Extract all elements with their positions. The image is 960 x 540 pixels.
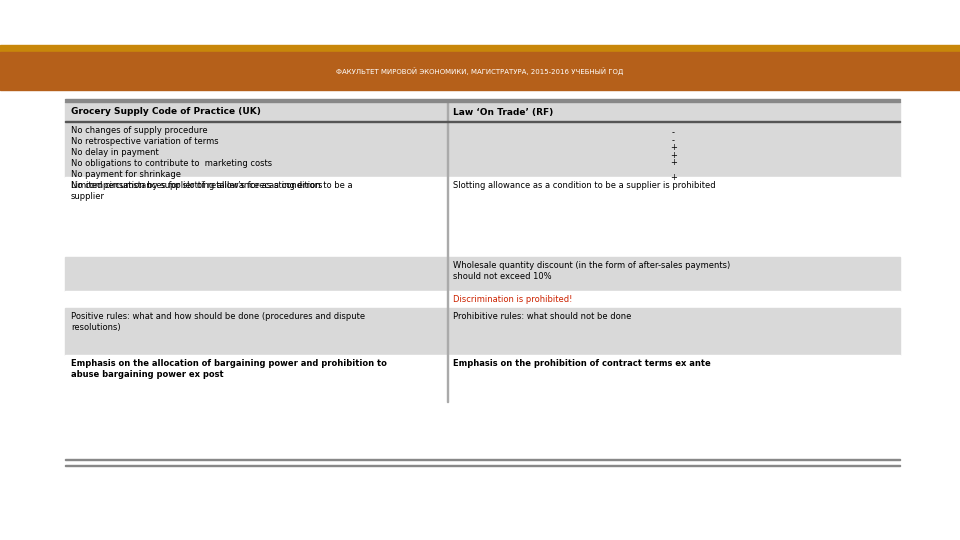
Text: -: - (672, 129, 675, 137)
Bar (65, 257, 900, 291)
Text: +: + (670, 151, 677, 160)
Bar (65, 121, 900, 122)
Text: +: + (670, 143, 677, 152)
Bar (65, 291, 900, 308)
Text: Limited circumstances for slotting allowance as a condition to be a
supplier: Limited circumstances for slotting allow… (71, 181, 352, 201)
Text: +: + (670, 173, 677, 183)
Text: Discrimination is prohibited!: Discrimination is prohibited! (453, 295, 572, 304)
Bar (65, 101, 900, 102)
Text: Law ‘On Trade’ (RF): Law ‘On Trade’ (RF) (453, 107, 553, 117)
Text: Positive rules: what and how should be done (procedures and dispute
resolutions): Positive rules: what and how should be d… (71, 312, 365, 332)
Text: Prohibitive rules: what should not be done: Prohibitive rules: what should not be do… (453, 312, 632, 321)
Text: +: + (670, 158, 677, 167)
Bar (0, 52, 960, 90)
Bar (65, 459, 900, 460)
Bar (0, 45, 960, 52)
Bar (65, 355, 900, 402)
Bar (65, 177, 900, 257)
Bar (65, 122, 900, 177)
Text: Slotting allowance as a condition to be a supplier is prohibited: Slotting allowance as a condition to be … (453, 181, 715, 190)
Text: Law ‘On Trade’ (RF) in comparison with Grocery Supply Code of Practice (UK): Law ‘On Trade’ (RF) in comparison with G… (65, 66, 791, 85)
Text: Emphasis on the prohibition of contract terms ex ante: Emphasis on the prohibition of contract … (453, 359, 710, 368)
Text: Emphasis on the allocation of bargaining power and prohibition to
abuse bargaini: Emphasis on the allocation of bargaining… (71, 359, 387, 379)
Bar (65, 465, 900, 466)
Text: ФАКУЛЬТЕТ МИРОВОЙ ЭКОНОМИКИ, МАГИСТРАТУРА, 2015-2016 УЧЕБНЫЙ ГОД: ФАКУЛЬТЕТ МИРОВОЙ ЭКОНОМИКИ, МАГИСТРАТУР… (336, 67, 624, 75)
Text: No changes of supply procedure
No retrospective variation of terms
No delay in p: No changes of supply procedure No retros… (71, 126, 323, 191)
Text: -: - (672, 136, 675, 145)
Text: Wholesale quantity discount (in the form of after-sales payments)
should not exc: Wholesale quantity discount (in the form… (453, 261, 731, 281)
Bar (65, 99, 900, 100)
Bar (65, 308, 900, 355)
Bar (65, 102, 900, 122)
Text: Grocery Supply Code of Practice (UK): Grocery Supply Code of Practice (UK) (71, 107, 261, 117)
